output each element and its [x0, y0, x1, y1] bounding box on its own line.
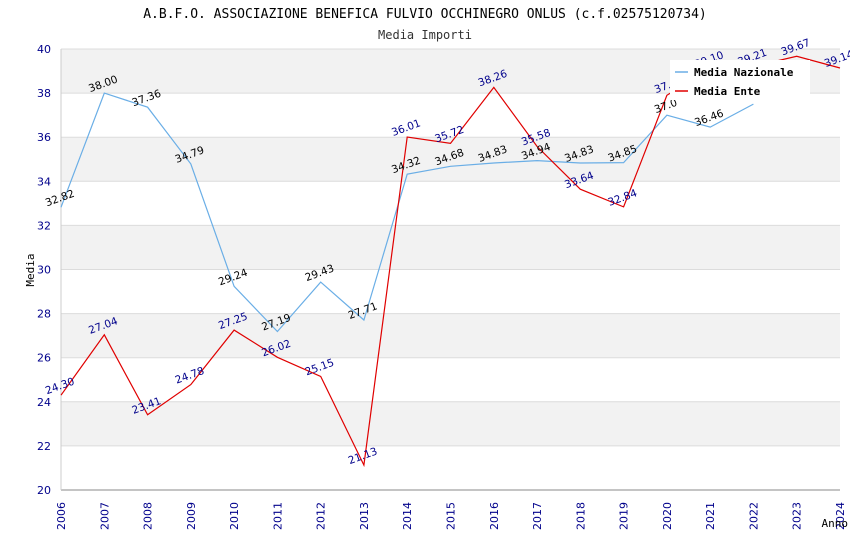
y-tick-24: 24	[37, 396, 51, 409]
x-tick-2010: 2010	[228, 502, 241, 530]
plot-band	[61, 93, 840, 138]
plot-band	[61, 269, 840, 314]
x-tick-2019: 2019	[618, 502, 631, 530]
y-tick-38: 38	[37, 87, 51, 100]
y-axis-label: Media	[24, 253, 37, 286]
plot-band	[61, 137, 840, 182]
x-tick-2016: 2016	[488, 502, 501, 530]
x-tick-2021: 2021	[704, 502, 717, 530]
x-tick-2012: 2012	[315, 502, 328, 530]
x-tick-2020: 2020	[661, 502, 674, 530]
x-tick-2011: 2011	[271, 502, 284, 530]
y-tick-36: 36	[37, 131, 51, 144]
y-tick-28: 28	[37, 308, 51, 321]
x-tick-2013: 2013	[358, 502, 371, 530]
x-axis-label: Anno	[822, 517, 849, 530]
plot-band	[61, 181, 840, 226]
y-tick-40: 40	[37, 43, 51, 56]
x-tick-2008: 2008	[142, 502, 155, 530]
y-tick-32: 32	[37, 219, 51, 232]
x-tick-2024: 2024	[834, 502, 847, 530]
plot-band	[61, 357, 840, 402]
plot-band	[61, 225, 840, 270]
plot-band	[61, 445, 840, 490]
y-tick-34: 34	[37, 175, 51, 188]
chart-subtitle: Media Importi	[378, 28, 472, 42]
plot-bands	[61, 49, 840, 490]
legend-label-media-nazionale: Media Nazionale	[694, 66, 794, 79]
x-tick-2007: 2007	[98, 502, 111, 530]
x-tick-2009: 2009	[185, 502, 198, 530]
plot-band	[61, 401, 840, 446]
x-tick-2014: 2014	[401, 502, 414, 530]
x-tick-2015: 2015	[445, 502, 458, 530]
legend-box	[670, 60, 810, 100]
x-tick-2022: 2022	[747, 502, 760, 530]
x-tick-2006: 2006	[55, 502, 68, 530]
x-tick-2017: 2017	[531, 502, 544, 530]
series-line-media-nazionale	[60, 92, 754, 333]
x-axis-ticks: 2006 2007 2008 2009 2010 2011 2012 2013 2014 2015…	[55, 502, 847, 530]
legend: Media Nazionale Media Ente	[670, 60, 810, 100]
x-tick-2018: 2018	[574, 502, 587, 530]
plot-band	[61, 313, 840, 358]
y-axis-ticks: 20 22 24 26 28 30 32 34 36 38 40	[37, 43, 51, 497]
legend-label-media-ente: Media Ente	[694, 85, 761, 98]
x-tick-2023: 2023	[791, 502, 804, 530]
y-tick-22: 22	[37, 440, 51, 453]
y-tick-30: 30	[37, 264, 51, 277]
y-tick-26: 26	[37, 352, 51, 365]
chart-title: A.B.F.O. ASSOCIAZIONE BENEFICA FULVIO OC…	[143, 7, 707, 22]
y-tick-20: 20	[37, 484, 51, 497]
